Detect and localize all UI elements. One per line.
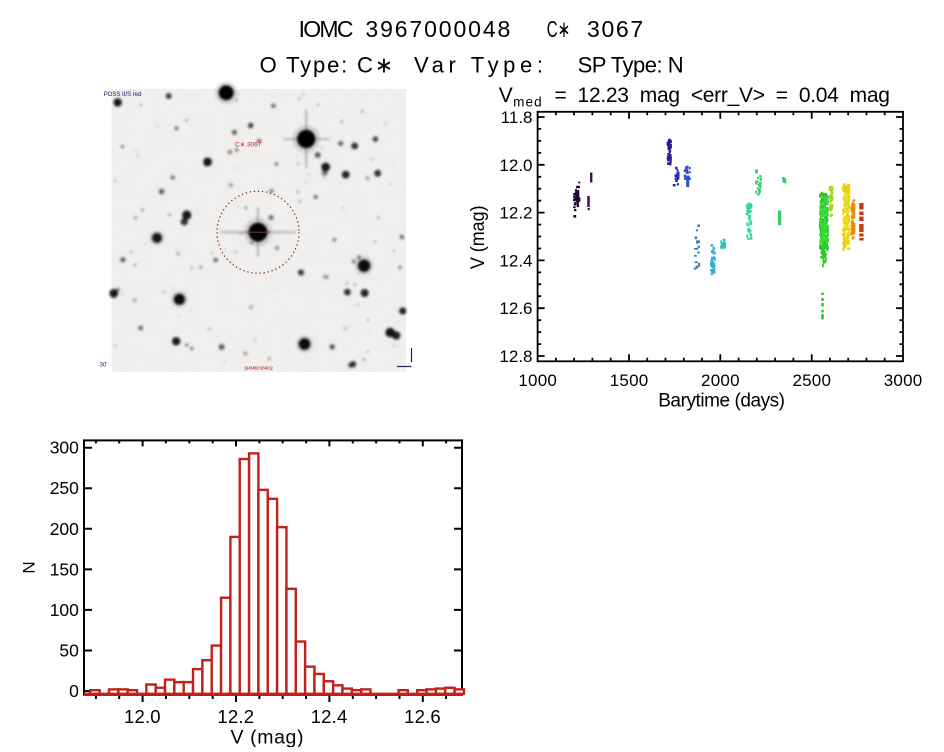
svg-text:med: med: [513, 95, 542, 110]
svg-text:O Type: C∗: O Type: C∗: [260, 52, 394, 77]
svg-text:150: 150: [50, 559, 79, 579]
svg-text:IOMC: IOMC: [299, 16, 354, 42]
svg-text:V: V: [499, 84, 513, 107]
svg-text:30ʼ: 30ʼ: [100, 363, 108, 369]
svg-text:C∗ 3067: C∗ 3067: [235, 142, 262, 149]
svg-text:12.2: 12.2: [499, 204, 532, 223]
svg-text:12.0: 12.0: [124, 706, 161, 727]
svg-text:N: N: [20, 561, 39, 573]
svg-text:1000: 1000: [518, 371, 557, 390]
svg-text:12.2: 12.2: [217, 706, 254, 727]
svg-text:50: 50: [59, 641, 79, 661]
svg-text:12.6: 12.6: [404, 706, 441, 727]
svg-text:1500: 1500: [610, 371, 649, 390]
svg-text:SP Type: N: SP Type: N: [578, 52, 684, 77]
svg-text:12.4: 12.4: [499, 251, 532, 270]
svg-text:300: 300: [50, 438, 79, 458]
svg-text:3967000048: 3967000048: [365, 16, 510, 42]
svg-text:C∗: C∗: [547, 16, 571, 42]
svg-text:12.0: 12.0: [499, 156, 532, 175]
svg-text:3067: 3067: [587, 16, 643, 42]
svg-text:12.6: 12.6: [499, 299, 532, 318]
svg-text:250: 250: [50, 478, 79, 498]
svg-text:11.8: 11.8: [501, 108, 533, 127]
svg-text:0: 0: [69, 681, 79, 701]
svg-text:= 12.23 mag <err_V> = 0.0: = 12.23 mag <err_V> = 0.04 mag: [555, 84, 890, 107]
svg-text:V (mag): V (mag): [468, 205, 489, 269]
svg-text:V (mag): V (mag): [231, 727, 304, 748]
svg-text:Barytime (days): Barytime (days): [658, 390, 785, 411]
svg-text:2000: 2000: [701, 371, 740, 390]
svg-text:200: 200: [50, 519, 79, 539]
svg-text:3000: 3000: [884, 371, 923, 390]
svg-text:Var Type:: Var Type:: [414, 52, 543, 77]
svg-text:12.8: 12.8: [499, 347, 532, 366]
svg-text:12.4: 12.4: [311, 706, 348, 727]
svg-text:100: 100: [50, 600, 79, 620]
svg-text:19 43 48.3 +23 40 12: 19 43 48.3 +23 40 12: [244, 366, 273, 371]
svg-text:POSS II/S red: POSS II/S red: [104, 92, 142, 98]
svg-text:2500: 2500: [792, 371, 831, 390]
